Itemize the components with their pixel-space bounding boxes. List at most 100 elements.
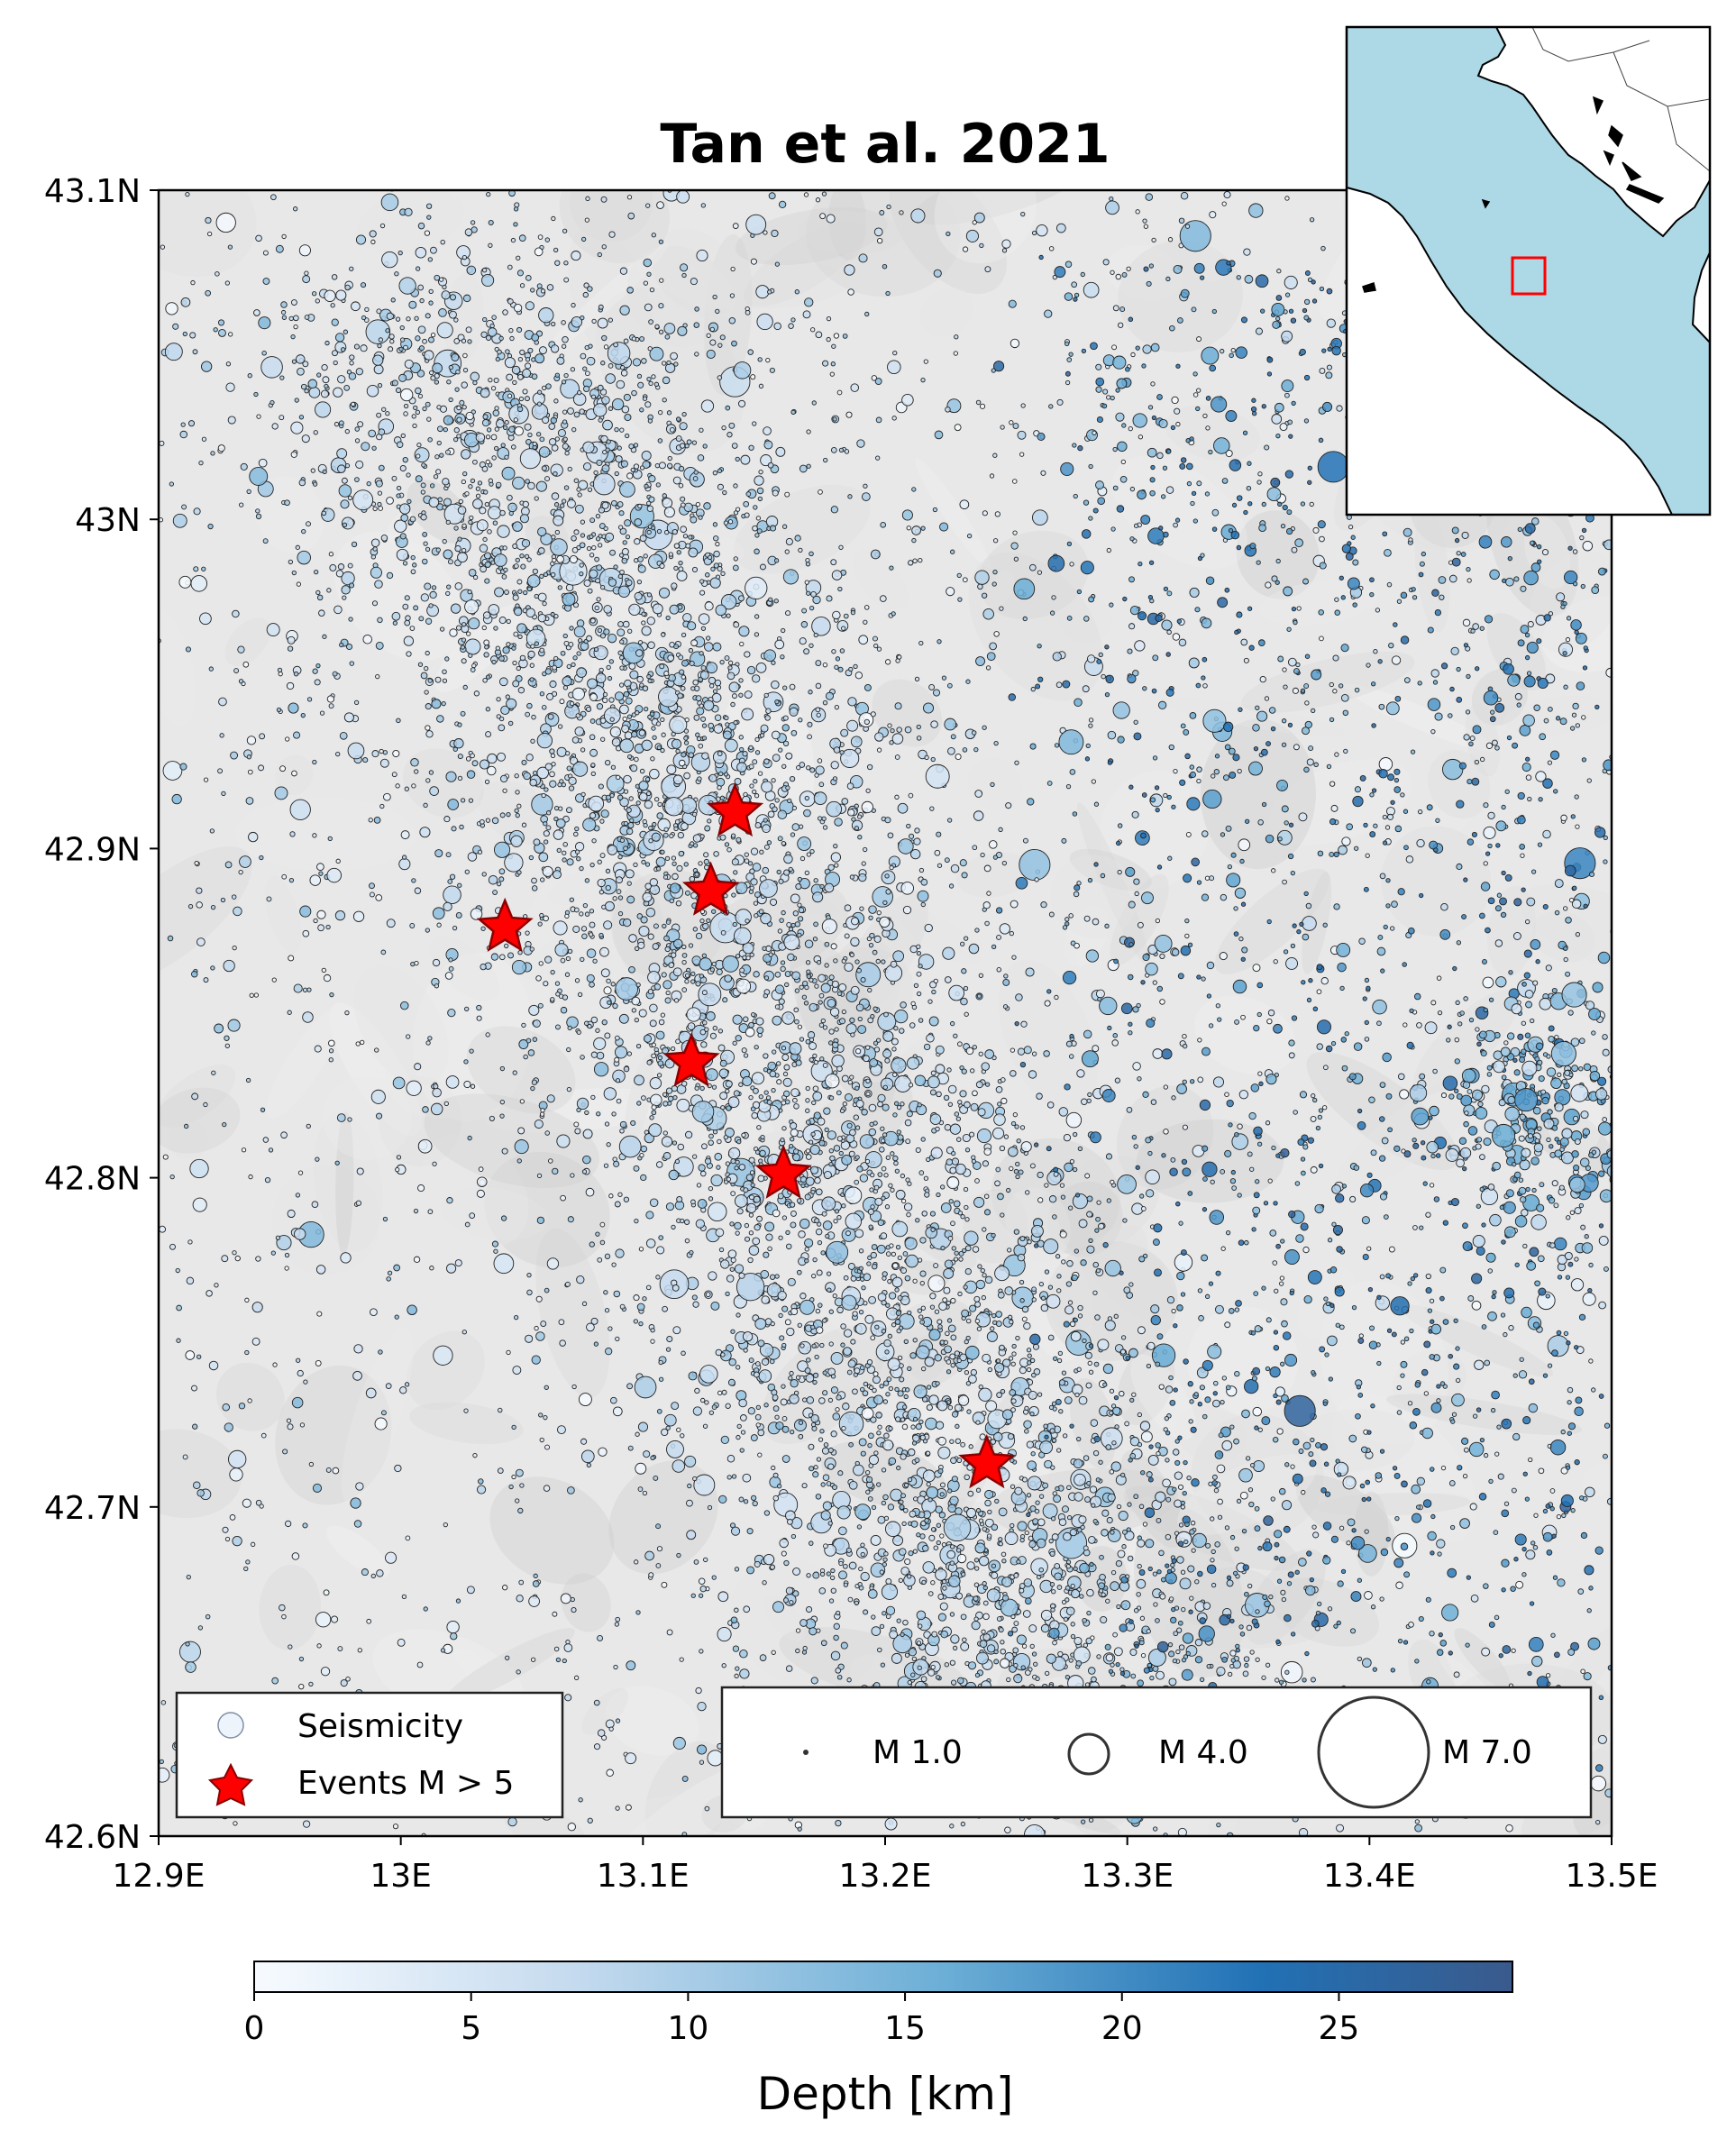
seismicity-event	[1077, 1146, 1083, 1152]
seismicity-event	[1221, 1440, 1233, 1451]
seismicity-event	[1281, 1500, 1293, 1511]
seismicity-event	[561, 320, 566, 325]
seismicity-event	[809, 767, 816, 773]
seismicity-event	[669, 833, 674, 839]
seismicity-event	[994, 1180, 1000, 1187]
seismicity-event	[709, 577, 721, 589]
seismicity-event	[815, 1228, 823, 1236]
seismicity-event	[649, 1198, 659, 1208]
seismicity-event	[554, 260, 561, 266]
seismicity-event	[909, 1022, 916, 1028]
seismicity-event	[976, 1326, 982, 1331]
seismicity-event	[792, 1148, 799, 1155]
seismicity-event	[845, 1230, 851, 1237]
seismicity-event	[1137, 1076, 1142, 1082]
seismicity-event	[576, 1097, 589, 1111]
seismicity-event	[469, 515, 474, 521]
seismicity-event	[887, 1333, 892, 1339]
seismicity-event	[1122, 1218, 1128, 1223]
seismicity-event	[571, 302, 576, 308]
seismicity-event	[328, 703, 334, 709]
seismicity-event	[668, 552, 673, 557]
seismicity-event	[841, 1074, 849, 1083]
seismicity-event	[967, 1490, 974, 1497]
seismicity-event	[691, 440, 698, 445]
seismicity-event	[824, 1127, 829, 1133]
seismicity-event	[619, 481, 635, 498]
seismicity-event	[461, 255, 468, 261]
seismicity-event	[845, 1023, 857, 1035]
seismicity-event	[785, 537, 793, 546]
seismicity-event	[717, 1028, 724, 1034]
seismicity-event	[847, 1262, 855, 1270]
seismicity-event	[951, 1246, 956, 1251]
seismicity-event	[935, 1126, 940, 1132]
seismicity-event	[433, 474, 439, 480]
seismicity-event	[754, 614, 760, 619]
seismicity-event	[668, 673, 676, 682]
seismicity-event	[481, 465, 489, 472]
seismicity-event	[901, 1521, 907, 1527]
seismicity-event	[1028, 1390, 1037, 1400]
seismicity-event	[1322, 1065, 1329, 1071]
seismicity-event	[736, 836, 742, 843]
seismicity-event	[440, 239, 445, 245]
relief-patch	[1116, 1085, 1214, 1190]
seismicity-event	[763, 993, 768, 999]
seismicity-event	[1165, 1496, 1172, 1503]
seismicity-event	[355, 460, 364, 469]
seismicity-event	[605, 532, 615, 542]
seismicity-event	[406, 1034, 411, 1039]
seismicity-event	[789, 1394, 799, 1404]
seismicity-event	[313, 430, 318, 435]
seismicity-event	[718, 1247, 725, 1253]
seismicity-event	[819, 883, 825, 890]
seismicity-event	[894, 1009, 909, 1024]
seismicity-event	[832, 776, 838, 782]
seismicity-event	[749, 868, 755, 874]
seismicity-event	[484, 578, 490, 584]
seismicity-event	[949, 1166, 957, 1175]
seismicity-event	[845, 1212, 863, 1230]
seismicity-event	[612, 896, 617, 901]
seismicity-event	[189, 332, 196, 339]
seismicity-event	[933, 1545, 939, 1550]
seismicity-event	[580, 352, 587, 360]
seismicity-event	[968, 1444, 973, 1449]
seismicity-event	[929, 1089, 937, 1096]
seismicity-event	[593, 470, 598, 476]
seismicity-event	[599, 1239, 606, 1246]
seismicity-event	[479, 544, 489, 553]
seismicity-event	[646, 377, 652, 382]
seismicity-event	[442, 505, 447, 510]
seismicity-event	[487, 506, 502, 520]
seismicity-event	[761, 781, 773, 793]
seismicity-event	[1018, 1169, 1024, 1175]
seismicity-event	[536, 432, 542, 437]
seismicity-event	[700, 399, 715, 413]
seismicity-event	[672, 529, 678, 535]
seismicity-event	[838, 1018, 846, 1025]
seismicity-event	[461, 405, 467, 410]
seismicity-event	[614, 691, 625, 701]
seismicity-event	[544, 787, 549, 792]
seismicity-event	[986, 1330, 998, 1342]
seismicity-event	[369, 230, 377, 238]
seismicity-event	[698, 983, 722, 1007]
seismicity-event	[523, 1054, 528, 1060]
relief-patch	[1519, 884, 1612, 975]
seismicity-event	[503, 567, 508, 572]
seismicity-event	[949, 1439, 955, 1444]
seismicity-event	[748, 444, 754, 451]
seismicity-event	[1056, 1585, 1063, 1590]
seismicity-event	[616, 379, 626, 389]
seismicity-event	[507, 502, 517, 513]
seismicity-event	[730, 1329, 736, 1334]
seismicity-event	[604, 1253, 611, 1259]
seismicity-event	[913, 1496, 918, 1502]
seismicity-event	[896, 1129, 901, 1135]
seismicity-event	[797, 1322, 802, 1328]
seismicity-event	[420, 593, 429, 602]
seismicity-event	[1070, 1622, 1075, 1627]
seismicity-event	[890, 1151, 895, 1156]
